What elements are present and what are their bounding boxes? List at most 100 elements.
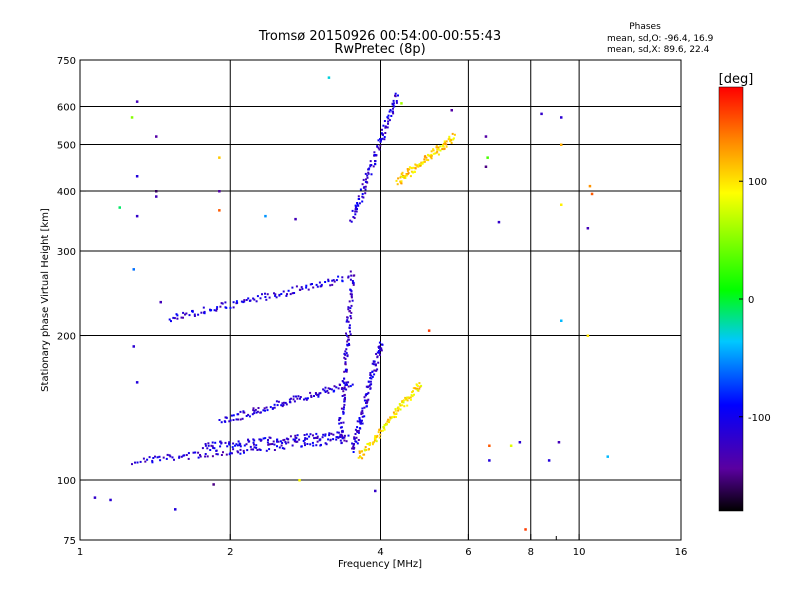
trace-point [299,397,301,400]
trace-point [423,158,426,161]
trace-point [309,433,312,436]
x-tick-label: 16 [675,547,688,558]
trace-point [359,422,362,425]
trace-point [375,353,378,355]
trace-point [215,308,218,310]
trace-point [194,451,197,454]
trace-point [411,391,414,394]
trace-point [200,311,203,314]
trace-point [337,387,340,390]
x-tick-label: 6 [465,547,471,558]
trace-point [450,142,453,144]
trace-point [448,135,451,138]
trace-point [359,419,362,422]
trace-point [358,420,361,423]
trace-point [159,459,162,462]
trace-point [287,441,290,444]
data-point [518,441,522,444]
trace-point [380,138,383,141]
trace-point [366,401,369,403]
trace-point [343,356,346,359]
trace-point [236,444,239,447]
trace-point [370,383,373,386]
trace-point [191,310,193,313]
trace-point [321,436,324,439]
trace-point [397,94,399,97]
data-point [155,190,158,193]
data-point [155,195,158,198]
trace-point [356,420,359,423]
trace-point [430,154,433,157]
trace-point [211,441,214,444]
trace-point [425,156,428,159]
trace-point [231,452,233,455]
trace-point [406,168,409,170]
trace-point [383,138,386,141]
trace-point [417,165,420,168]
trace-point [309,283,312,286]
trace-point [349,315,352,317]
trace-point [371,375,374,378]
trace-point [284,401,287,404]
trace-point [409,175,412,178]
trace-point [418,382,421,385]
trace-point [435,145,438,148]
trace-point [383,136,386,138]
trace-point [349,293,352,296]
data-point [174,508,177,511]
trace-point [341,395,344,397]
trace-point [360,421,362,424]
trace-point [407,396,410,399]
trace-point [291,286,294,289]
trace-point [386,116,389,119]
trace-point [239,418,242,421]
trace-point [347,308,350,311]
trace-point [414,163,417,166]
trace-point [381,429,384,432]
trace-point [420,161,423,164]
trace-point [343,434,346,437]
trace-point [168,318,171,321]
trace-point [412,387,415,390]
trace-point [319,285,322,288]
trace-point [364,172,367,175]
trace-point [442,145,445,148]
trace-point [406,169,409,172]
trace-point [377,139,380,142]
trace-point [320,443,322,446]
trace-point [353,217,356,219]
data-point [560,203,563,206]
trace-point [360,411,363,414]
trace-point [281,442,284,444]
trace-point [303,438,306,441]
trace-point [184,313,186,316]
x-tick-label: 8 [528,547,534,558]
data-point [427,329,431,332]
data-point [547,459,551,462]
trace-point [361,407,364,410]
trace-point [367,171,370,174]
trace-point [348,324,351,327]
trace-point [346,334,348,337]
trace-point [209,449,212,451]
trace-point [175,313,178,316]
trace-point [295,395,297,398]
trace-point [343,439,346,442]
trace-point [381,133,384,136]
trace-point [355,210,358,213]
trace-point [365,399,368,402]
trace-point [387,117,390,120]
data-point [135,175,139,178]
data-point [93,496,97,499]
trace-point [151,461,154,464]
colorbar-tick-label: -100 [748,413,771,424]
trace-point [316,435,319,438]
trace-point [331,279,334,282]
trace-point [429,155,432,158]
trace-point [364,188,367,191]
trace-point [345,332,347,335]
trace-point [255,446,258,449]
trace-point [432,148,435,151]
trace-point [337,431,340,434]
trace-point [357,429,360,432]
